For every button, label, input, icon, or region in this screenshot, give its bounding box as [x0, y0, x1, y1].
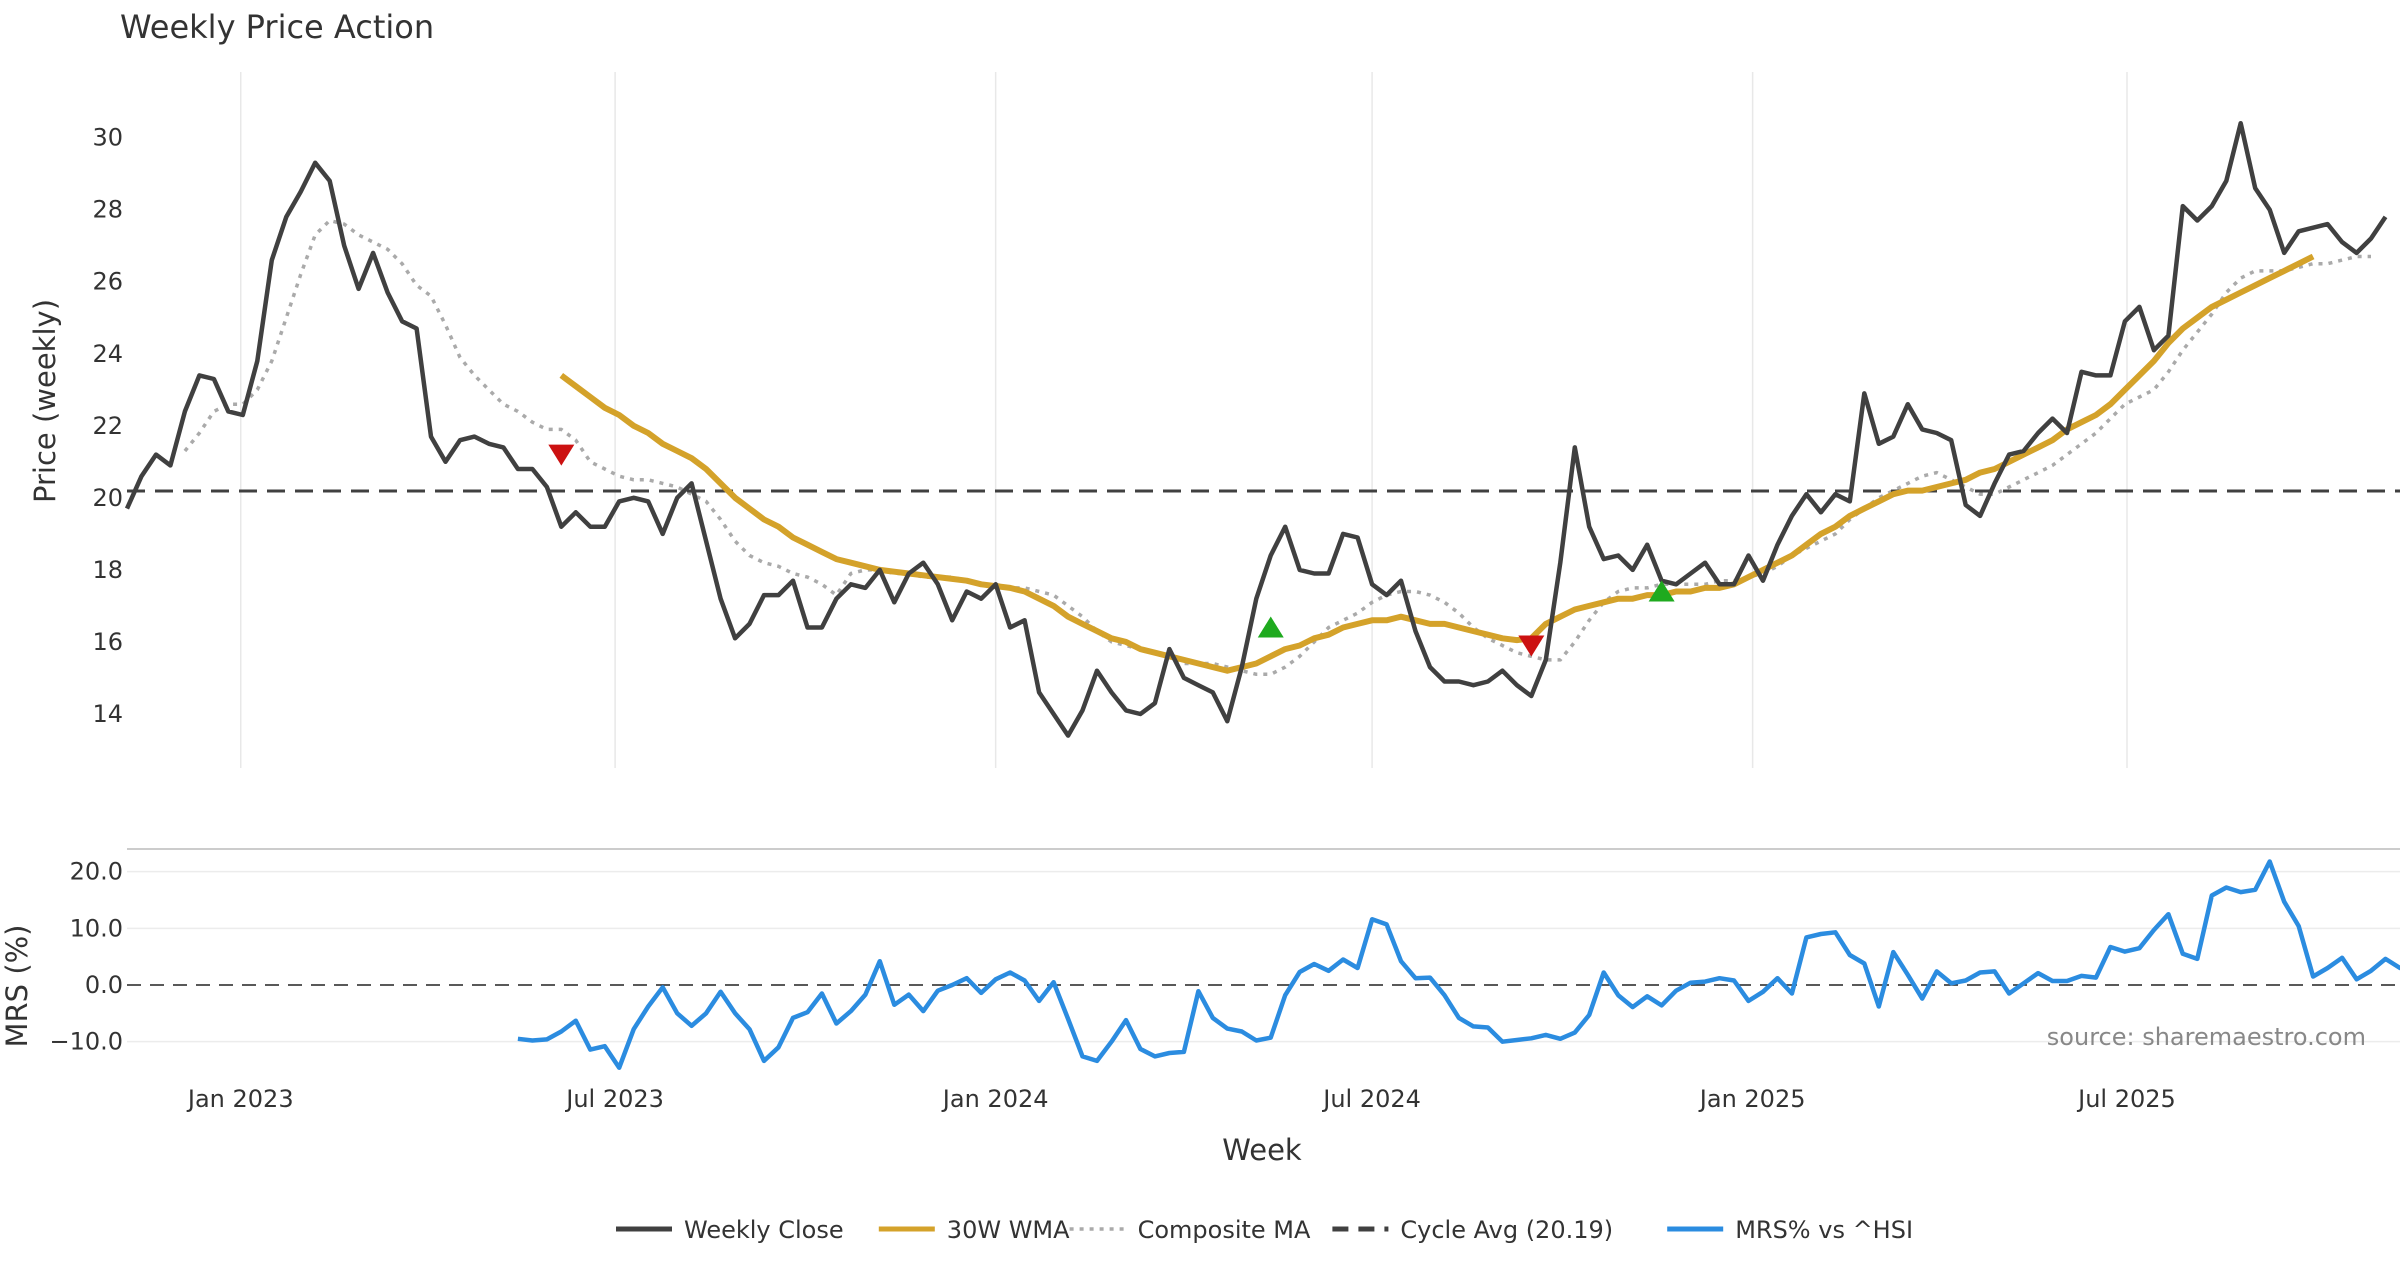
source-note: source: sharemaestro.com [2047, 1023, 2366, 1051]
mrs-series [517, 859, 2400, 1070]
price-y-tick-2: 18 [92, 556, 123, 584]
signal-buy-1 [1257, 616, 1284, 638]
mrs-y-tick-3: −10.0 [49, 1028, 123, 1056]
x-tick-label-2: Jan 2024 [941, 1085, 1049, 1113]
price-y-tick-0: 14 [92, 700, 123, 728]
mrs-y-ticks: 20.0 10.0 0.0 −10.0 [49, 858, 123, 1056]
price-y-ticks: 14 16 18 20 22 24 26 28 30 [92, 124, 123, 728]
signal-sell-0 [548, 444, 575, 466]
price-y-tick-1: 16 [92, 628, 123, 656]
chart-title: Weekly Price Action [120, 8, 434, 46]
legend-label-2: Composite MA [1138, 1216, 1311, 1244]
legend-label-3: Cycle Avg (20.19) [1400, 1216, 1613, 1244]
legend-item-0: Weekly Close [616, 1216, 844, 1244]
series-30w-wma [559, 253, 2315, 674]
legend-item-4: MRS% vs ^HSI [1667, 1216, 1913, 1244]
mrs-y-axis-label: MRS (%) [0, 925, 34, 1048]
price-y-tick-6: 26 [92, 268, 123, 296]
signal-buy-3 [1648, 580, 1675, 602]
price-y-axis-label: Price (weekly) [28, 299, 62, 503]
legend-label-1: 30W WMA [947, 1216, 1070, 1244]
x-tick-label-5: Jul 2025 [2076, 1085, 2176, 1113]
price-y-tick-5: 24 [92, 340, 123, 368]
legend-item-2: Composite MA [1069, 1216, 1311, 1244]
x-axis-label: Week [1222, 1133, 1302, 1167]
x-tick-label-4: Jan 2025 [1698, 1085, 1806, 1113]
legend-item-1: 30W WMA [878, 1216, 1070, 1244]
mrs-y-tick-2: 0.0 [85, 971, 123, 999]
legend-item-3: Cycle Avg (20.19) [1332, 1216, 1613, 1244]
signal-markers [548, 444, 1675, 657]
mrs-y-tick-0: 20.0 [70, 858, 123, 886]
x-tick-label-0: Jan 2023 [186, 1085, 294, 1113]
price-y-tick-7: 28 [92, 196, 123, 224]
legend: Weekly Close 30W WMA Composite MA Cycle Avg… [616, 1216, 1913, 1244]
signal-sell-2 [1518, 635, 1545, 657]
series-mrs [517, 859, 2400, 1070]
x-tick-label-1: Jul 2023 [564, 1085, 664, 1113]
x-ticks: Jan 2023 Jul 2023 Jan 2024 Jul 2024 Jan 2025… [186, 1085, 2176, 1113]
price-y-tick-4: 22 [92, 412, 123, 440]
mrs-gridlines [127, 870, 2400, 1043]
series-composite-ma [183, 218, 2371, 677]
price-gridlines [240, 72, 2128, 768]
legend-label-0: Weekly Close [684, 1216, 844, 1244]
mrs-y-tick-1: 10.0 [70, 914, 123, 942]
x-tick-label-3: Jul 2024 [1321, 1085, 1421, 1113]
series-weekly-close [124, 120, 2388, 738]
price-y-tick-8: 30 [92, 124, 123, 152]
price-series [124, 120, 2400, 738]
price-y-tick-3: 20 [92, 484, 123, 512]
legend-label-4: MRS% vs ^HSI [1735, 1216, 1913, 1244]
